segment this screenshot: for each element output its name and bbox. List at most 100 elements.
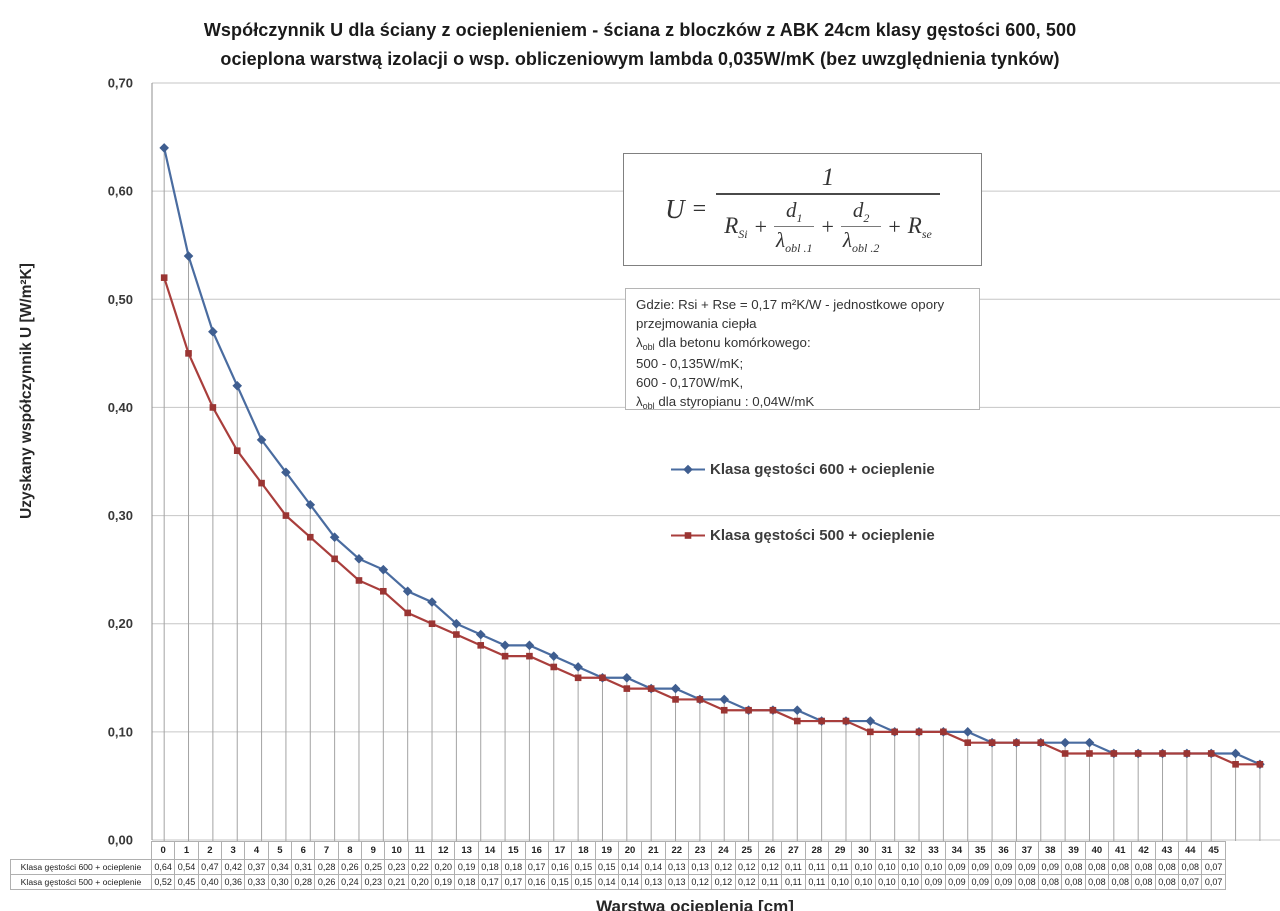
data-point-marker — [159, 143, 169, 153]
formula-term-d1-lambda1: d1 λobl .1 — [774, 198, 815, 255]
table-cell: 0,20 — [407, 874, 433, 890]
table-cell: 0,22 — [407, 859, 433, 875]
table-cell: 0,09 — [1014, 859, 1040, 875]
table-cell: 0,10 — [827, 874, 853, 890]
table-corner — [10, 841, 152, 857]
x-category-label: 9 — [361, 841, 386, 860]
table-cell: 0,13 — [664, 859, 689, 875]
table-cell: 0,07 — [1201, 874, 1226, 890]
table-cell: 0,08 — [1154, 859, 1180, 875]
x-category-label: 37 — [1014, 841, 1040, 860]
legend-label-500: Klasa gęstości 500 + ocieplenie — [710, 527, 935, 544]
x-category-label: 34 — [944, 841, 970, 860]
table-cell: 0,23 — [361, 874, 386, 890]
x-category-label: 20 — [617, 841, 643, 860]
table-cell: 0,11 — [757, 874, 783, 890]
data-point-marker — [1086, 750, 1093, 757]
data-point-marker — [915, 728, 923, 736]
x-category-label: 21 — [641, 841, 666, 860]
table-cell: 0,09 — [944, 859, 970, 875]
table-cell: 0,45 — [174, 874, 199, 890]
data-point-marker — [258, 479, 265, 487]
data-point-marker — [962, 727, 973, 737]
table-cell: 0,10 — [921, 859, 946, 875]
table-header-row: 0 1 2 3 4 5 6 7 8 9 10 11 12 13 14 15 16 17 18 19 20 21 22 23 24… — [10, 841, 1226, 860]
table-cell: 0,09 — [921, 874, 946, 890]
data-point-marker — [380, 587, 387, 595]
formula-denominator: RSi + d1 λobl .1 + d2 λobl .2 + Rse — [716, 193, 940, 255]
x-category-label: 23 — [687, 841, 713, 860]
data-point-marker — [209, 404, 217, 411]
chart-title-line2: ocieplona warstwą izolacji o wsp. oblicz… — [220, 49, 1060, 69]
x-category-label: 8 — [337, 841, 363, 860]
where-line-6: λobl dla styropianu : 0,04W/mK — [636, 393, 815, 411]
x-category-label: 17 — [547, 841, 573, 860]
table-cell: 0,24 — [337, 874, 363, 890]
data-point-marker — [719, 694, 730, 705]
table-cell: 0,13 — [641, 874, 666, 890]
x-category-label: 14 — [477, 841, 503, 860]
data-point-marker — [1207, 750, 1215, 757]
table-cell: 0,37 — [244, 859, 269, 875]
x-category-label: 29 — [827, 841, 853, 860]
data-point-marker — [524, 640, 535, 651]
data-point-marker — [1159, 750, 1166, 757]
table-cell: 0,15 — [571, 874, 596, 890]
series-line-1 — [163, 277, 1260, 766]
table-cell: 0,26 — [314, 874, 339, 890]
where-line-2: przejmowania ciepła — [636, 316, 757, 331]
table-cell: 0,19 — [431, 874, 456, 890]
x-category-label: 42 — [1131, 841, 1156, 860]
data-point-marker — [183, 251, 194, 261]
table-cell: 0,14 — [594, 874, 619, 890]
formula-term-rse: Rse — [907, 212, 932, 241]
table-cell: 0,09 — [1038, 859, 1063, 875]
table-cell: 0,15 — [547, 874, 573, 890]
table-cell: 0,08 — [1038, 874, 1063, 890]
data-point-marker — [550, 663, 558, 671]
legend-marker-500-icon — [671, 532, 705, 539]
x-category-label: 38 — [1038, 841, 1063, 860]
x-category-label: 26 — [757, 841, 783, 860]
table-cell: 0,26 — [337, 859, 363, 875]
table-cell: 0,13 — [687, 859, 713, 875]
data-point-marker — [1183, 750, 1191, 757]
table-cell: 0,11 — [781, 874, 806, 890]
table-cell: 0,52 — [151, 874, 176, 890]
table-cell: 0,31 — [291, 859, 316, 875]
where-box: Gdzie: Rsi + Rse = 0,17 m²K/W - jednostk… — [625, 288, 980, 411]
table-cell: 0,16 — [547, 859, 573, 875]
data-point-marker — [769, 706, 777, 714]
x-category-label: 33 — [921, 841, 946, 860]
data-point-marker — [573, 662, 583, 672]
table-cell: 0,10 — [874, 874, 899, 890]
table-cell: 0,64 — [151, 859, 176, 875]
data-point-marker — [404, 609, 411, 617]
table-cell: 0,10 — [898, 874, 923, 890]
data-point-marker — [792, 705, 803, 716]
x-category-label: 39 — [1061, 841, 1086, 860]
table-cell: 0,21 — [384, 874, 409, 890]
table-cell: 0,08 — [1014, 874, 1040, 890]
data-point-marker — [622, 672, 632, 683]
x-category-label: 43 — [1154, 841, 1180, 860]
x-category-label: 32 — [898, 841, 923, 860]
data-point-marker — [865, 716, 876, 726]
table-row: Klasa gęstości 600 + ocieplenie 0,64 0,54 0… — [10, 859, 1226, 875]
data-point-marker — [1013, 739, 1020, 746]
y-tick-label: 0,20 — [108, 616, 133, 631]
y-tick-label: 0,00 — [108, 833, 133, 848]
data-point-marker — [793, 717, 801, 725]
table-cell: 0,12 — [711, 874, 736, 890]
table-cell: 0,19 — [454, 859, 479, 875]
table-cell: 0,42 — [221, 859, 246, 875]
y-tick-label: 0,40 — [108, 400, 133, 415]
x-category-label: 44 — [1178, 841, 1203, 860]
table-cell: 0,30 — [267, 874, 293, 890]
chart-title-line1: Współczynnik U dla ściany z ocieplenieni… — [203, 20, 1077, 40]
table-cell: 0,08 — [1084, 874, 1110, 890]
x-category-label: 1 — [174, 841, 199, 860]
x-category-label: 41 — [1108, 841, 1133, 860]
table-cell: 0,10 — [851, 874, 876, 890]
